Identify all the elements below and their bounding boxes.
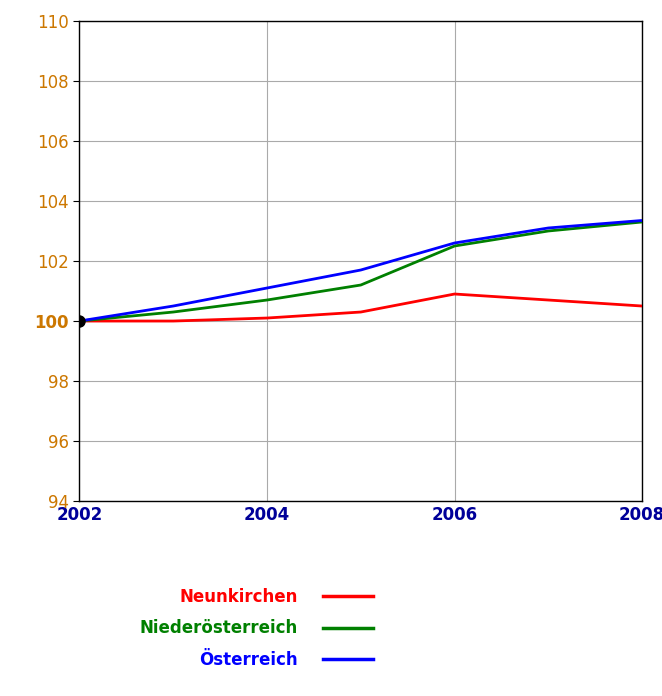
Legend: Neunkirchen, Niederösterreich, Österreich: Neunkirchen, Niederösterreich, Österreic…: [133, 581, 379, 676]
